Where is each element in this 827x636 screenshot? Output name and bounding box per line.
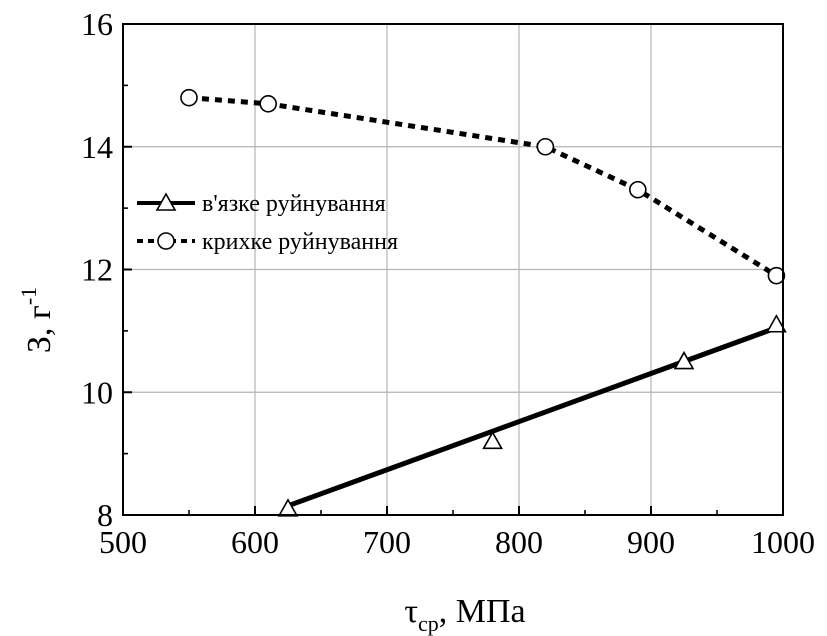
- x-tick-label: 900: [627, 524, 675, 560]
- data-point-circle: [180, 88, 198, 107]
- data-point-circle: [536, 137, 555, 156]
- x-tick-label: 1000: [751, 524, 815, 560]
- x-tick-label: 600: [231, 524, 279, 560]
- legend-entry-brittle: крихке руйнування: [137, 229, 398, 255]
- y-tick-label: 10: [81, 374, 113, 410]
- data-point-circle: [767, 266, 786, 285]
- data-point-triangle: [482, 430, 503, 450]
- data-point-circle: [628, 180, 647, 199]
- y-tick-label: 8: [97, 497, 113, 533]
- legend-label-brittle: крихке руйнування: [202, 229, 398, 255]
- tick-labels: 500 600 700 800 900 1000 8 10 12 14 16: [81, 6, 815, 560]
- grid: [123, 24, 783, 515]
- data-point-triangle: [766, 314, 787, 333]
- y-axis-title-superscript: -1: [16, 287, 41, 305]
- y-tick-label: 14: [81, 129, 113, 165]
- series-layer: [180, 88, 787, 517]
- legend: в'язке руйнування крихке руйнування: [137, 191, 398, 255]
- x-axis-title-symbol: τ: [404, 593, 418, 630]
- y-tick-label: 12: [81, 252, 113, 288]
- x-tick-label: 500: [99, 524, 147, 560]
- legend-label-ductile: в'язке руйнування: [202, 191, 386, 217]
- data-point-triangle: [673, 350, 695, 370]
- y-axis-title: З, г-1: [16, 287, 58, 353]
- legend-entry-ductile: в'язке руйнування: [137, 191, 386, 217]
- x-axis-title: τср, МПа: [404, 593, 525, 636]
- series-ductile: [277, 314, 787, 517]
- series-line: [287, 325, 778, 509]
- y-axis-title-main: З, г: [21, 305, 58, 353]
- data-point-circle: [259, 94, 278, 113]
- x-tick-label: 700: [363, 524, 411, 560]
- series-line: [188, 95, 778, 278]
- axis-ticks: [122, 23, 784, 516]
- y-tick-label: 16: [81, 6, 113, 42]
- series-brittle: [180, 88, 786, 285]
- x-axis-title-unit: , МПа: [439, 593, 526, 630]
- legend-circle-marker: [157, 232, 175, 250]
- x-tick-label: 800: [495, 524, 543, 560]
- legend-triangle-marker: [155, 192, 177, 211]
- x-axis-title-subscript: ср: [418, 611, 439, 636]
